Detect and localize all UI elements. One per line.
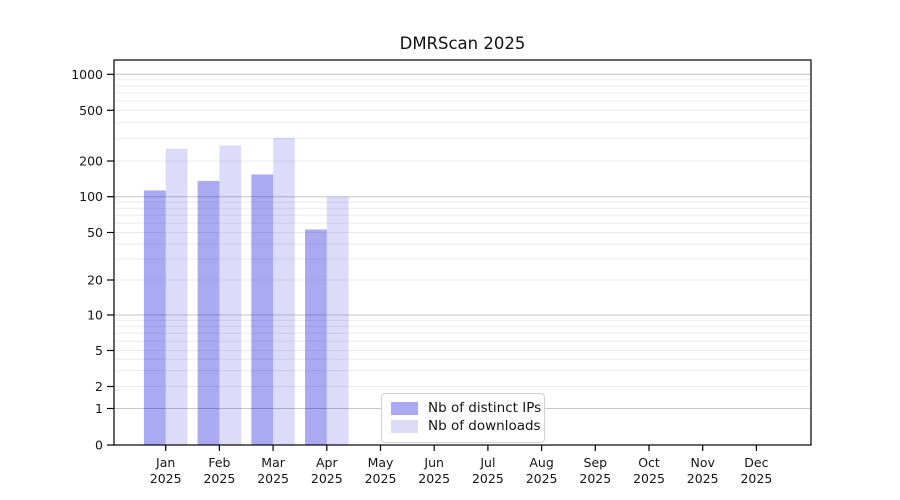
y-tick-label: 0 [95,438,103,453]
x-tick-label-month: Jun [423,455,444,470]
legend-item-distinct-ips: Nb of distinct IPs [391,400,541,417]
x-tick-label-year: 2025 [365,471,397,486]
y-tick-label: 1000 [71,67,103,82]
x-tick-label-month: Nov [690,455,715,470]
bar-distinct-ips [251,174,274,446]
x-tick-label-month: Aug [529,455,553,470]
plot-border [113,59,812,446]
x-tick-label-month: Jul [479,455,495,470]
y-tick-label: 1 [95,401,103,416]
x-tick-label-year: 2025 [526,471,558,486]
bar-distinct-ips [143,190,166,445]
x-tick-label-year: 2025 [418,471,450,486]
chart-title: DMRScan 2025 [399,34,526,53]
x-tick-label-month: Mar [261,455,285,470]
y-tick-label: 10 [87,308,103,323]
bar-distinct-ips [305,229,327,445]
x-tick-label-year: 2025 [257,471,289,486]
x-tick-label-month: Dec [744,455,768,470]
bar-downloads [219,145,242,445]
x-tick-label-month: Jan [155,455,175,470]
y-tick-label: 20 [87,273,103,288]
bar-downloads [273,137,295,445]
x-tick-label-year: 2025 [633,471,665,486]
y-tick-label: 5 [95,343,103,358]
legend-label-downloads: Nb of downloads [428,418,541,434]
legend-item-downloads: Nb of downloads [391,418,541,435]
x-tick-label-year: 2025 [150,471,182,486]
legend: Nb of distinct IPs Nb of downloads [381,393,545,443]
x-tick-label-year: 2025 [687,471,719,486]
bar-distinct-ips [197,180,220,446]
y-tick-label: 50 [87,225,103,240]
x-tick-label-month: Apr [316,455,338,470]
x-tick-label-month: Feb [208,455,230,470]
legend-swatch-distinct-ips [391,402,418,415]
y-axis: 0 1 2 5 10 20 50 100 200 500 1000 [71,67,114,453]
x-tick-label-year: 2025 [579,471,611,486]
bar-downloads [326,196,349,445]
legend-swatch-downloads [391,420,418,433]
y-tick-label: 500 [79,103,103,118]
x-tick-label-year: 2025 [472,471,504,486]
y-tick-label: 200 [79,154,103,169]
x-axis: Jan2025Feb2025Mar2025Apr2025May2025Jun20… [150,445,772,486]
legend-label-distinct-ips: Nb of distinct IPs [428,400,542,416]
bar-downloads [165,148,188,445]
x-tick-label-year: 2025 [311,471,343,486]
bars [143,137,349,446]
y-tick-label: 100 [79,189,103,204]
x-tick-label-month: May [368,455,394,470]
y-tick-label: 2 [95,379,103,394]
x-tick-label-month: Oct [638,455,660,470]
x-tick-label-year: 2025 [203,471,235,486]
x-tick-label-year: 2025 [740,471,772,486]
x-tick-label-month: Sep [584,455,608,470]
gridlines [114,73,811,409]
